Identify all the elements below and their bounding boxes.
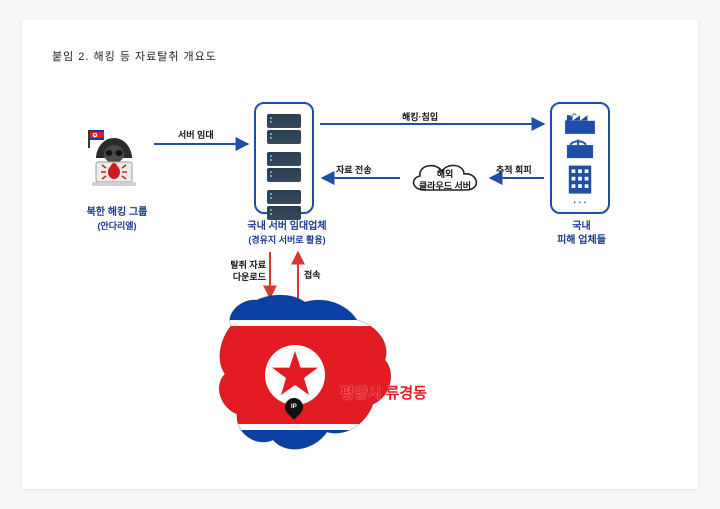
origin-location: 평양시 류경동 [340,382,427,403]
arrow-label-download: 탈취 자료 다운로드 [220,260,266,283]
arrow-label-send: 자료 전송 [336,163,372,176]
ip-pin-icon: IP [285,398,303,416]
nk-map: IP [207,290,417,460]
arrow-label-rent: 서버 임대 [178,128,214,141]
diagram-page: 붙임 2. 해킹 등 자료탈취 개요도 [22,20,698,489]
arrow-label-evade: 추적 회피 [496,163,532,176]
arrow-label-download-l1: 탈취 자료 [220,260,266,272]
arrow-label-access: 접속 [304,268,321,281]
ip-pin-text: IP [291,404,297,410]
arrow-label-hack: 해킹·침입 [402,110,438,123]
arrow-label-download-l2: 다운로드 [220,272,266,284]
